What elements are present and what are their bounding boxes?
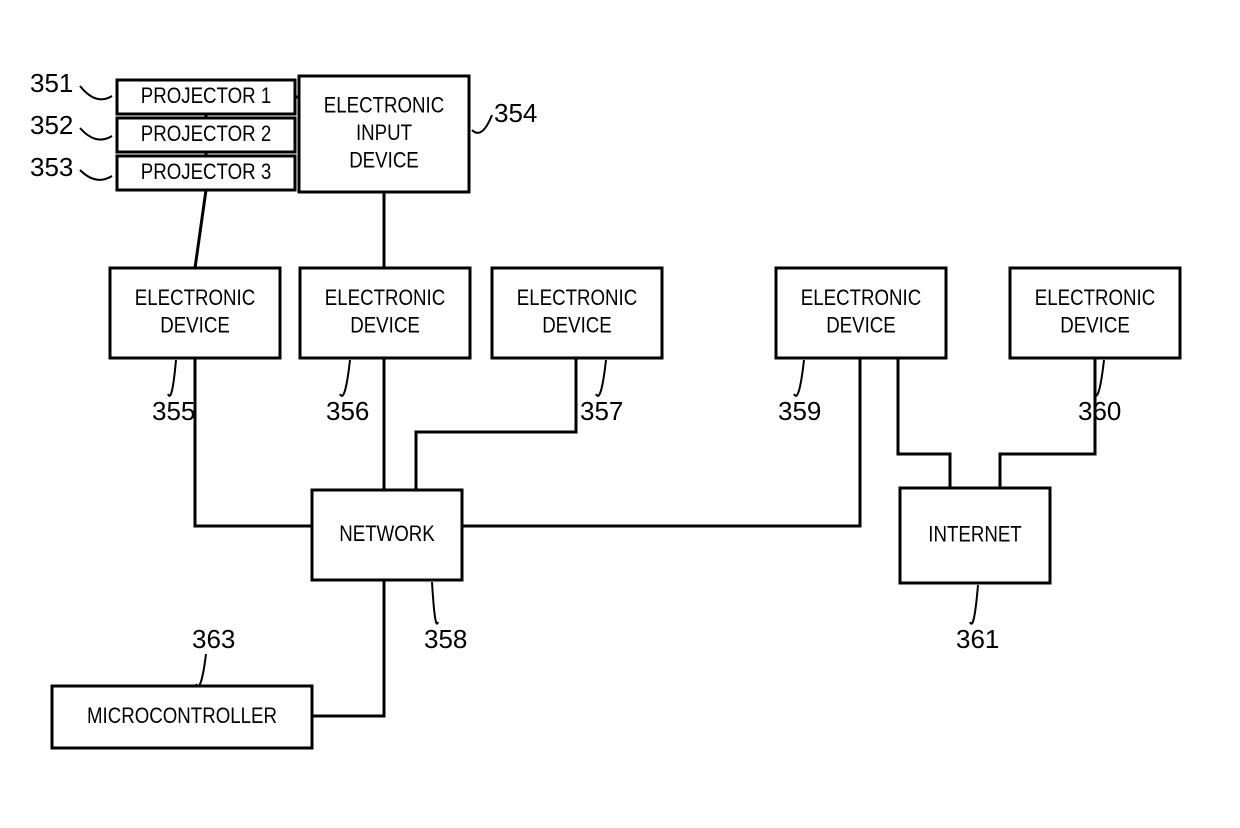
ref-lead-352 <box>80 128 112 140</box>
diagram-canvas: PROJECTOR 1 PROJECTOR 2 PROJECTOR 3 ELECTRO… <box>0 0 1240 828</box>
edge-proj3-ed355 <box>195 190 206 268</box>
node-ed360: ELECTRONIC DEVICE <box>1010 268 1180 358</box>
ref-label-355: 355 <box>152 396 195 426</box>
node-internet-label-0: INTERNET <box>928 523 1021 547</box>
node-network: NETWORK <box>312 490 462 580</box>
ref-359: 359 <box>778 360 821 426</box>
ref-361: 361 <box>956 585 999 654</box>
node-ed360-label-1: DEVICE <box>1060 314 1130 338</box>
ref-353: 353 <box>30 152 112 182</box>
ref-352: 352 <box>30 110 112 140</box>
ref-label-354: 354 <box>494 98 537 128</box>
node-proj1: PROJECTOR 1 <box>117 80 295 114</box>
node-ed355-label-1: DEVICE <box>160 314 230 338</box>
ref-lead-354 <box>472 115 492 133</box>
node-proj2: PROJECTOR 2 <box>117 118 295 152</box>
node-ed356: ELECTRONIC DEVICE <box>300 268 470 358</box>
edge-ed357-network <box>416 358 576 490</box>
ref-label-357: 357 <box>580 396 623 426</box>
ref-360: 360 <box>1078 360 1121 426</box>
node-eid-label-1: INPUT <box>356 121 412 145</box>
node-network-label-0: NETWORK <box>339 522 435 546</box>
node-ed357-label-1: DEVICE <box>542 314 612 338</box>
ref-357: 357 <box>580 360 623 426</box>
node-micro-label-0: MICROCONTROLLER <box>87 704 277 728</box>
ref-lead-355 <box>168 360 176 396</box>
node-proj3-label-0: PROJECTOR 3 <box>141 160 272 184</box>
edge-network-micro <box>312 580 384 716</box>
ref-label-358: 358 <box>424 624 467 654</box>
node-ed357-label-0: ELECTRONIC <box>517 287 637 311</box>
ref-lead-361 <box>970 585 978 624</box>
ref-label-351: 351 <box>30 68 73 98</box>
node-eid-label-2: DEVICE <box>349 149 419 173</box>
ref-lead-363 <box>196 654 206 686</box>
edge-ed359-internet <box>898 358 950 488</box>
ref-lead-357 <box>596 360 606 396</box>
node-ed359-label-1: DEVICE <box>826 314 896 338</box>
node-ed359: ELECTRONIC DEVICE <box>776 268 946 358</box>
ref-lead-358 <box>432 582 438 624</box>
node-ed356-label-0: ELECTRONIC <box>325 287 445 311</box>
node-ed356-label-1: DEVICE <box>350 314 420 338</box>
node-ed359-label-0: ELECTRONIC <box>801 287 921 311</box>
node-eid-label-0: ELECTRONIC <box>324 94 444 118</box>
ref-354: 354 <box>472 98 537 133</box>
ref-label-359: 359 <box>778 396 821 426</box>
node-ed355-label-0: ELECTRONIC <box>135 287 255 311</box>
ref-355: 355 <box>152 360 195 426</box>
ref-label-361: 361 <box>956 624 999 654</box>
node-ed360-label-0: ELECTRONIC <box>1035 287 1155 311</box>
node-eid: ELECTRONIC INPUT DEVICE <box>299 76 469 192</box>
node-ed357: ELECTRONIC DEVICE <box>492 268 662 358</box>
node-proj3: PROJECTOR 3 <box>117 156 295 190</box>
ref-label-356: 356 <box>326 396 369 426</box>
node-proj1-label-0: PROJECTOR 1 <box>141 84 272 108</box>
ref-label-352: 352 <box>30 110 73 140</box>
node-proj2-label-0: PROJECTOR 2 <box>141 122 272 146</box>
ref-356: 356 <box>326 360 369 426</box>
ref-351: 351 <box>30 68 112 99</box>
ref-lead-353 <box>80 170 112 180</box>
ref-label-363: 363 <box>192 624 235 654</box>
ref-lead-351 <box>80 86 112 99</box>
node-ed355: ELECTRONIC DEVICE <box>110 268 280 358</box>
ref-label-353: 353 <box>30 152 73 182</box>
ref-lead-356 <box>340 360 350 396</box>
ref-lead-359 <box>794 360 804 396</box>
edge-ed355-network <box>195 358 312 526</box>
node-micro: MICROCONTROLLER <box>52 686 312 748</box>
ref-363: 363 <box>192 624 235 686</box>
ref-label-360: 360 <box>1078 396 1121 426</box>
node-internet: INTERNET <box>900 488 1050 583</box>
ref-358: 358 <box>424 582 467 654</box>
